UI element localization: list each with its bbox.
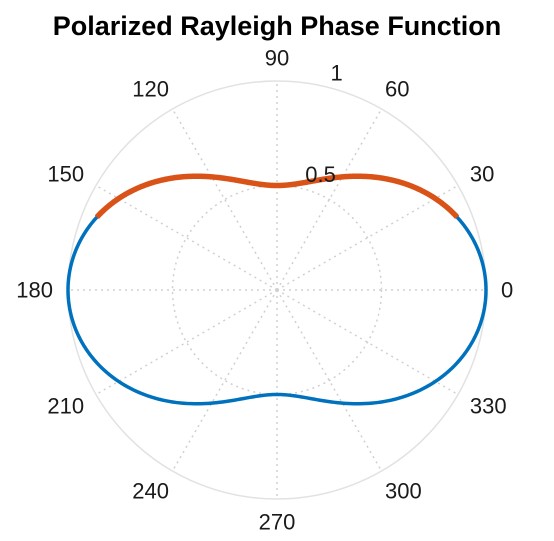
theta-grid-line-240	[171, 289, 278, 472]
tick-labels: 0 30 60 90 120 150 180 210 240 270 300 330 0.5 1	[16, 46, 513, 535]
theta-grid-line-120	[171, 108, 278, 291]
chart-title: Polarized Rayleigh Phase Function	[52, 11, 502, 41]
theta-tick-label-90: 90	[265, 46, 289, 71]
theta-tick-label-180: 180	[16, 278, 53, 303]
series-group	[66, 173, 488, 406]
theta-tick-label-120: 120	[132, 77, 169, 102]
theta-tick-label-210: 210	[47, 394, 84, 419]
series-2-line	[94, 173, 460, 220]
theta-tick-label-60: 60	[385, 77, 409, 102]
r-tick-label-1: 1	[331, 61, 343, 86]
theta-tick-label-300: 300	[385, 478, 422, 503]
theta-tick-label-240: 240	[132, 478, 169, 503]
theta-tick-label-270: 270	[259, 510, 296, 535]
theta-tick-label-0: 0	[501, 278, 513, 303]
r-tick-label-0.5: 0.5	[305, 162, 336, 187]
theta-grid-line-150	[95, 184, 278, 291]
theta-grid-line-60	[276, 108, 383, 291]
theta-tick-label-150: 150	[47, 162, 84, 187]
theta-tick-label-330: 330	[470, 394, 507, 419]
theta-grid-line-330	[276, 289, 459, 396]
theta-grid-line-210	[95, 289, 278, 396]
polar-grid	[67, 80, 487, 500]
theta-tick-label-30: 30	[470, 162, 494, 187]
theta-grid-line-30	[276, 184, 459, 291]
theta-grid-line-300	[276, 289, 383, 472]
